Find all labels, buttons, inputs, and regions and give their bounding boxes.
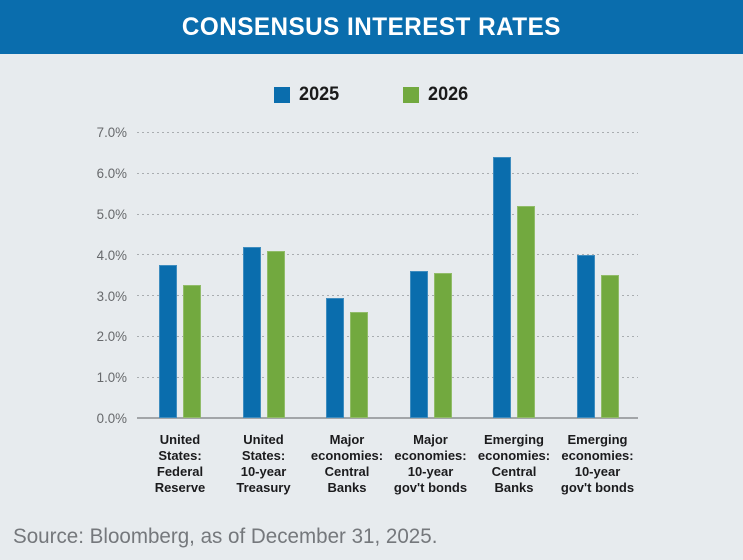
chart-title: CONSENSUS INTEREST RATES [181,12,562,41]
x-axis-category-line: economies: [310,448,384,463]
legend-item-2026: 2026 [402,84,469,106]
x-axis-category-line: Major [413,432,448,447]
x-axis-category-line: Emerging [567,432,628,447]
gridline [137,254,638,256]
x-axis-category-line: United [159,432,201,447]
legend-swatch-2026 [402,87,419,103]
x-axis-category-line: Banks [494,480,534,495]
x-axis-category-line: 10-year [407,464,454,479]
x-axis-category-line: Federal [156,464,204,479]
x-axis-category-line: Banks [327,480,367,495]
x-axis-category-line: United [243,432,284,447]
y-axis-tick-label: 5.0% [96,206,127,222]
gridline [137,295,638,297]
bar-2026 [350,311,368,418]
legend-swatch-2025 [274,87,291,103]
x-axis-category-line: gov't bonds [393,480,468,495]
y-axis-tick-label: 3.0% [96,287,127,304]
x-axis-category-line: Emerging [484,432,544,447]
x-axis-category-line: States: [241,448,286,463]
x-axis-category-label: United States: Federal Reserve [133,432,227,496]
x-axis-category-line: Major [329,432,365,447]
gridline [137,335,638,337]
legend-label-2025: 2025 [299,84,340,105]
x-axis-category-line: gov't bonds [560,480,635,495]
bar-2025 [326,297,344,418]
y-axis-tick-label: 0.0% [96,410,127,426]
x-axis-category-label: Emerging economies: 10-year gov't bonds [551,432,645,496]
bar-2025 [242,246,261,418]
x-axis-category-label: United States: 10-year Treasury [217,432,311,496]
bar-2025 [493,156,511,418]
y-axis-tick-label: 2.0% [96,328,127,345]
x-axis-category-line: Reserve [154,480,206,495]
x-axis-category-line: economies: [394,448,467,463]
y-axis-tick-label: 1.0% [96,369,127,386]
x-axis-category-line: economies: [477,448,551,463]
gridline [137,172,638,174]
bar-2026 [517,205,535,418]
title-banner: CONSENSUS INTEREST RATES [0,0,743,54]
x-axis-category-label: Major economies: 10-year gov't bonds [384,432,478,496]
x-axis-category-line: Treasury [236,480,291,495]
y-axis-tick-label: 6.0% [96,165,127,182]
bar-2025 [159,265,177,418]
x-axis-category-line: States: [158,448,202,463]
x-axis-category-line: 10-year [240,464,287,479]
x-axis-category-line: Central [491,464,537,479]
x-axis-category-line: 10-year [574,464,621,479]
y-axis-tick-label: 7.0% [96,124,127,141]
bar-2025 [409,271,428,418]
y-axis-tick-label: 4.0% [96,246,127,263]
bar-2026 [266,250,285,418]
x-axis-category-label: Major economies: Central Banks [300,432,394,496]
bar-2026 [600,275,619,418]
x-axis-category-label: Emerging economies: Central Banks [467,432,561,496]
bar-2025 [576,254,595,418]
gridline [137,131,638,133]
legend-item-2025: 2025 [274,84,340,106]
bar-2026 [433,273,452,418]
legend-label-2026: 2026 [427,84,468,105]
x-axis-line [137,417,638,419]
source-note: Source: Bloomberg, as of December 31, 20… [13,525,438,548]
legend: 2025 2026 [0,84,743,106]
gridline [137,376,638,378]
gridline [137,213,638,215]
x-axis-category-line: economies: [561,448,634,463]
bar-2026 [183,285,201,418]
x-axis-category-line: Central [324,464,370,479]
